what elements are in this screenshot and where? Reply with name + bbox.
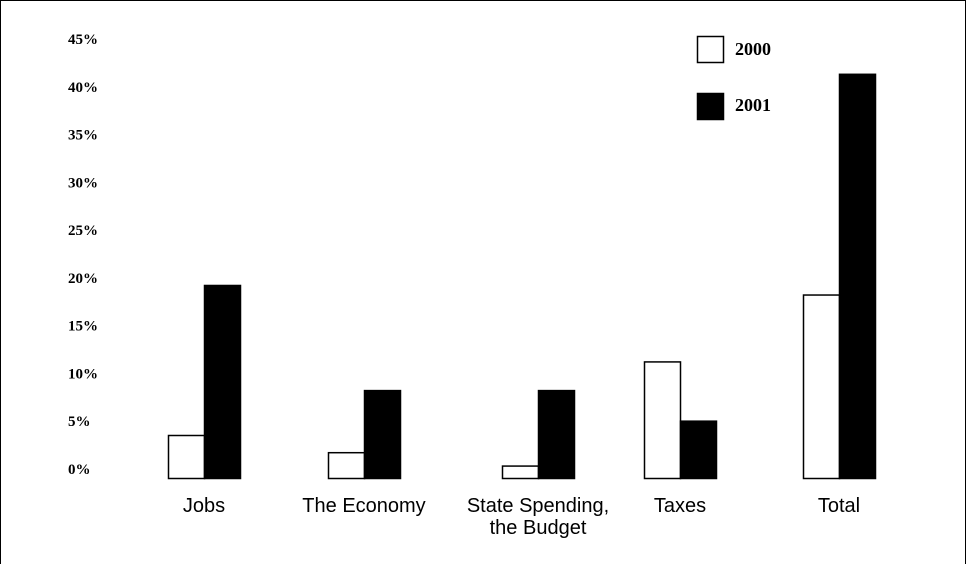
y-tick-label: 45% [68, 32, 98, 48]
y-tick-label: 35% [68, 128, 98, 144]
bar-2001 [838, 73, 877, 480]
x-tick-label: Total [818, 495, 860, 517]
bar-2000 [802, 294, 841, 480]
y-axis-ticks: 0% 5% 10% 15% 20% 25% 30% 35% 40% 45% [68, 32, 98, 478]
bar-2001 [679, 420, 718, 480]
bar-2000 [327, 451, 366, 480]
legend-swatch-2001 [696, 92, 725, 121]
y-tick-label: 25% [68, 223, 98, 239]
y-tick-label: 40% [68, 80, 98, 96]
bar-2000 [643, 361, 682, 480]
legend-swatch-2000 [696, 35, 725, 64]
x-tick-label: Taxes [654, 495, 706, 517]
x-tick-label: State Spending, the Budget [467, 495, 609, 539]
bar-2001 [363, 389, 402, 480]
bars [167, 73, 877, 480]
bar-2000 [167, 434, 206, 480]
bar-2001 [537, 389, 576, 480]
bar-2001 [203, 284, 242, 480]
x-tick-label: Jobs [183, 495, 225, 517]
legend: 2000 2001 [696, 35, 771, 121]
x-axis-ticks: Jobs The Economy State Spending, the Budget… [183, 495, 860, 539]
y-tick-label: 5% [68, 414, 91, 430]
y-tick-label: 20% [68, 271, 98, 287]
legend-label-2000: 2000 [735, 39, 771, 59]
y-tick-label: 10% [68, 366, 98, 382]
y-tick-label: 15% [68, 319, 98, 335]
bar-2000 [501, 465, 540, 480]
y-tick-label: 0% [68, 462, 91, 478]
y-tick-label: 30% [68, 175, 98, 191]
legend-label-2001: 2001 [735, 95, 771, 115]
x-tick-label: The Economy [302, 495, 425, 517]
